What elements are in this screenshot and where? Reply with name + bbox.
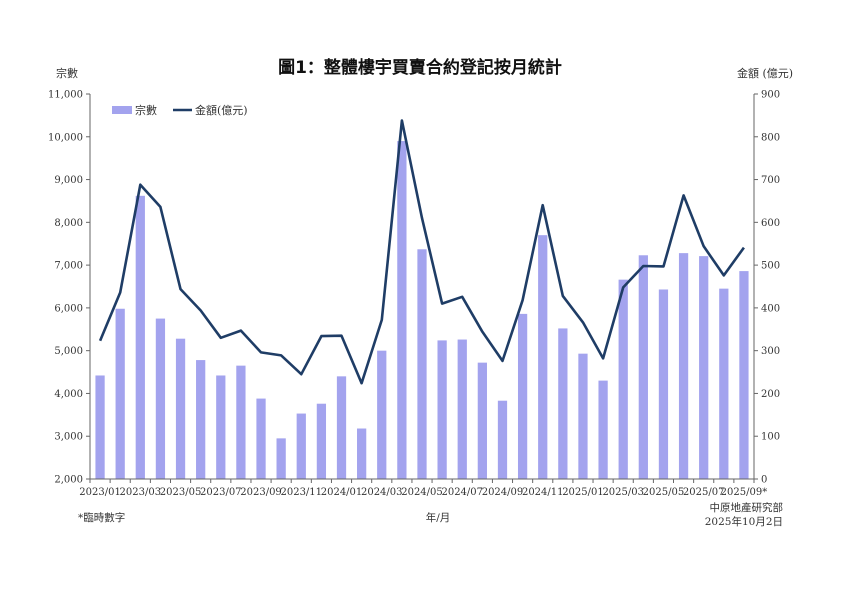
- left-tick-label: 10,000: [48, 132, 83, 143]
- bar: [437, 340, 447, 479]
- bar: [316, 403, 327, 479]
- bar: [497, 400, 508, 479]
- x-tick-label: 2024/03: [361, 487, 403, 498]
- x-tick-label: 2024/07: [441, 487, 483, 498]
- bar: [678, 253, 689, 479]
- x-tick-label: 2025/01: [562, 487, 604, 498]
- bar: [618, 279, 628, 479]
- left-tick-label: 7,000: [54, 261, 83, 272]
- bar: [397, 141, 407, 480]
- right-tick-label: 600: [761, 218, 780, 229]
- right-tick-label: 200: [761, 389, 780, 400]
- x-tick-label: 2023/03: [120, 487, 162, 498]
- chart-title: 圖1：整體樓宇買賣合約登記按月統計: [278, 57, 562, 78]
- bar: [175, 338, 186, 479]
- x-tick-label: 2024/11: [522, 487, 564, 498]
- bar: [538, 235, 548, 479]
- right-tick-label: 300: [761, 346, 780, 357]
- bar: [155, 318, 166, 479]
- right-axis-unit: 金額 (億元): [737, 66, 793, 80]
- left-axis-unit: 宗數: [56, 66, 78, 80]
- x-tick-label: 2023/11: [280, 487, 322, 498]
- x-tick-label: 2024/09: [482, 487, 524, 498]
- bar: [719, 288, 729, 479]
- bar: [417, 249, 427, 479]
- x-tick-label: 2024/05: [401, 487, 443, 498]
- bar: [256, 398, 266, 479]
- bar: [578, 353, 588, 479]
- left-tick-label: 9,000: [54, 175, 83, 186]
- right-tick-label: 500: [761, 261, 780, 272]
- bar: [457, 339, 467, 479]
- source-label: 中原地產研究部: [710, 501, 784, 514]
- legend-bar-label: 宗數: [135, 103, 157, 117]
- bar: [638, 255, 648, 479]
- legend-bar-swatch: [112, 106, 132, 114]
- bar: [216, 375, 226, 479]
- x-tick-label: 2023/09: [240, 487, 282, 498]
- bar: [276, 438, 286, 479]
- x-tick-label: 2024/01: [321, 487, 363, 498]
- bar: [558, 328, 568, 479]
- right-tick-label: 900: [761, 90, 780, 101]
- right-tick-label: 700: [761, 175, 780, 186]
- bar: [477, 362, 487, 479]
- bar: [658, 289, 669, 479]
- left-tick-label: 2,000: [54, 475, 83, 486]
- right-tick-label: 400: [761, 303, 780, 314]
- bar: [699, 256, 709, 479]
- left-tick-label: 8,000: [54, 218, 83, 229]
- bars-layer: [95, 141, 749, 480]
- left-tick-label: 5,000: [54, 346, 83, 357]
- left-tick-label: 3,000: [54, 432, 83, 443]
- axes-layer: [86, 93, 758, 483]
- right-tick-labels: 0 100 200 300 400 500 600 700 800 900: [761, 90, 780, 486]
- legend-line-label: 金額(億元): [195, 103, 248, 117]
- left-tick-label: 4,000: [54, 389, 83, 400]
- bar: [517, 313, 528, 479]
- bar: [196, 360, 206, 479]
- line-layer: [98, 119, 745, 385]
- x-tick-label: 2023/01: [79, 487, 121, 498]
- right-tick-label: 800: [761, 132, 780, 143]
- x-tick-label: 2023/07: [200, 487, 242, 498]
- bar: [357, 428, 367, 479]
- bar: [336, 376, 347, 479]
- left-tick-labels: 2,000 3,000 4,000 5,000 6,000 7,000 8,000 9,000…: [48, 90, 83, 486]
- bar: [236, 365, 246, 479]
- left-tick-label: 11,000: [48, 90, 83, 101]
- date-label: 2025年10月2日: [705, 515, 783, 528]
- x-tick-label: 2025/09*: [721, 487, 768, 498]
- right-tick-label: 100: [761, 432, 780, 443]
- bar: [739, 271, 749, 479]
- bar: [598, 380, 608, 479]
- right-tick-label: 0: [761, 475, 767, 486]
- footnote: *臨時數字: [78, 511, 125, 524]
- left-tick-label: 6,000: [54, 303, 83, 314]
- x-tick-label: 2025/05: [643, 487, 685, 498]
- bar: [115, 308, 125, 479]
- bar: [95, 375, 105, 479]
- x-tick-labels: 2023/012023/032023/052023/072023/092023/…: [79, 487, 767, 498]
- bar: [377, 350, 387, 479]
- legend: 宗數 金額(億元): [112, 103, 248, 117]
- x-tick-label: 2025/03: [602, 487, 644, 498]
- bar: [296, 413, 306, 479]
- x-axis-label: 年/月: [426, 511, 451, 524]
- bar: [135, 195, 145, 480]
- x-tick-label: 2025/07: [683, 487, 725, 498]
- x-tick-label: 2023/05: [160, 487, 202, 498]
